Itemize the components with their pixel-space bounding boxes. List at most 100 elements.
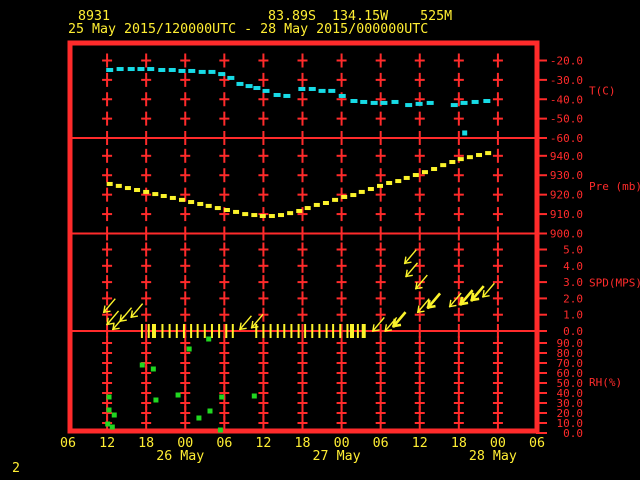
y-tick-label: -60.0 <box>550 132 583 145</box>
wind-arrow-stroke <box>119 314 122 323</box>
pressure-trace-dash <box>205 203 212 208</box>
y-tick-label: 3.0 <box>563 276 583 289</box>
temp-trace-dash <box>460 100 468 105</box>
temp-trace-dash <box>218 72 226 77</box>
temp-trace-dash <box>380 100 388 105</box>
y-tick-label: -50.0 <box>550 113 583 126</box>
wind-arrow-stroke <box>112 327 120 331</box>
pressure-trace-dash <box>457 157 464 162</box>
temp-trace-dash <box>328 88 336 93</box>
pressure-trace-dash <box>287 211 294 216</box>
wind-arrow-stroke <box>250 313 264 329</box>
pressure-trace-dash <box>251 213 258 218</box>
wind-arrow-stroke <box>448 299 452 308</box>
pressure-trace-dash <box>322 201 329 206</box>
wind-arrow <box>238 315 252 331</box>
pressure-trace-dash <box>160 194 167 199</box>
y-tick-label: 20.0 <box>557 407 584 420</box>
pressure-trace-dash <box>268 214 275 219</box>
wind-arrow-stroke <box>239 327 247 331</box>
pressure-trace-dash <box>259 214 266 219</box>
temp-trace-dash <box>106 67 114 72</box>
wind-arrow <box>426 292 442 310</box>
temp-trace-dash <box>360 99 368 104</box>
y-tick-label: 0.0 <box>563 325 583 338</box>
x-tick-label: 06 <box>373 436 389 451</box>
wind-arrow-stroke <box>414 274 428 290</box>
wind-arrow-stroke <box>103 305 106 314</box>
wind-arrow-stroke <box>416 305 420 314</box>
wind-arrow-stroke <box>405 262 419 278</box>
temp-trace-dash <box>273 92 281 97</box>
wind-arrow-stroke <box>372 324 375 332</box>
wind-arrow-stroke <box>482 289 485 298</box>
pressure-trace-dash <box>115 183 122 188</box>
wind-arrow-stroke <box>415 286 423 290</box>
y-tick-label: 900.0 <box>550 228 583 241</box>
pressure-trace-dash <box>440 163 447 168</box>
wind-arrow <box>119 307 133 323</box>
rh-dot <box>111 412 117 418</box>
pressure-trace-dash <box>476 153 483 158</box>
temp-trace-dash <box>471 99 479 104</box>
wind-arrow-stroke <box>403 249 417 265</box>
wind-arrow-stroke <box>238 315 252 331</box>
temp-trace-dash <box>168 67 176 72</box>
y-tick-label: 910.0 <box>550 208 583 221</box>
pressure-trace-dash <box>242 212 249 217</box>
wind-arrow-stroke <box>448 304 457 308</box>
pressure-trace-dash <box>332 197 339 202</box>
wind-arrow-stroke <box>403 261 412 265</box>
x-tick-label: 06 <box>60 436 76 451</box>
temp-trace-dash <box>178 68 186 73</box>
pressure-trace-dash <box>466 155 473 160</box>
temp-outlier-dot <box>462 130 468 136</box>
wind-arrow-stroke <box>391 311 407 328</box>
wind-arrow-stroke <box>119 307 133 323</box>
temp-trace-dash <box>450 103 458 108</box>
pressure-trace-dash <box>197 201 204 206</box>
wind-arrow-stroke <box>250 320 254 329</box>
wind-arrow-stroke <box>405 274 413 278</box>
wind-arrow <box>130 303 144 319</box>
wind-arrow-stroke <box>112 322 115 331</box>
wind-arrow-stroke <box>416 310 425 314</box>
wind-arrow <box>371 317 385 332</box>
wind-arrow <box>405 262 419 278</box>
wind-arrow <box>470 285 485 302</box>
wind-arrow-stroke <box>106 310 120 326</box>
y-tick-label: 0.0 <box>563 427 583 440</box>
y-tick-label: 920.0 <box>550 189 583 202</box>
pressure-trace-dash <box>421 170 428 175</box>
wind-arrow <box>481 282 495 298</box>
temp-trace-dash <box>253 86 261 91</box>
y-tick-label: 10.0 <box>557 417 584 430</box>
x-tick-label: 12 <box>99 436 115 451</box>
temp-trace-dash <box>415 101 423 106</box>
temp-trace-dash <box>127 67 135 72</box>
pressure-trace-dash <box>296 208 303 213</box>
station-coords: 83.89S 134.15W 525M <box>268 9 453 24</box>
rh-dot <box>186 346 192 352</box>
wind-arrow-stroke <box>405 269 408 278</box>
x-tick-label: 06 <box>529 436 545 451</box>
pressure-trace-dash <box>367 187 374 192</box>
pressure-trace-dash <box>214 206 221 211</box>
temp-trace-dash <box>147 67 155 72</box>
wind-arrow <box>250 313 264 329</box>
rh-dot <box>153 397 159 403</box>
pressure-trace-dash <box>304 206 311 211</box>
pressure-trace-dash <box>152 192 159 197</box>
wind-arrow-stroke <box>459 296 464 306</box>
wind-arrow-stroke <box>106 317 109 326</box>
pressure-trace-dash <box>431 167 438 172</box>
x-tick-label: 12 <box>412 436 428 451</box>
pressure-trace-dash <box>403 175 410 180</box>
temp-trace-dash <box>227 75 235 80</box>
wind-arrow-stroke <box>458 289 474 306</box>
temp-trace-dash <box>208 69 216 74</box>
temp-trace-dash <box>483 98 491 103</box>
rh-dot <box>109 424 115 430</box>
temp-trace-dash <box>318 88 326 93</box>
wind-arrow-stroke <box>371 317 385 332</box>
